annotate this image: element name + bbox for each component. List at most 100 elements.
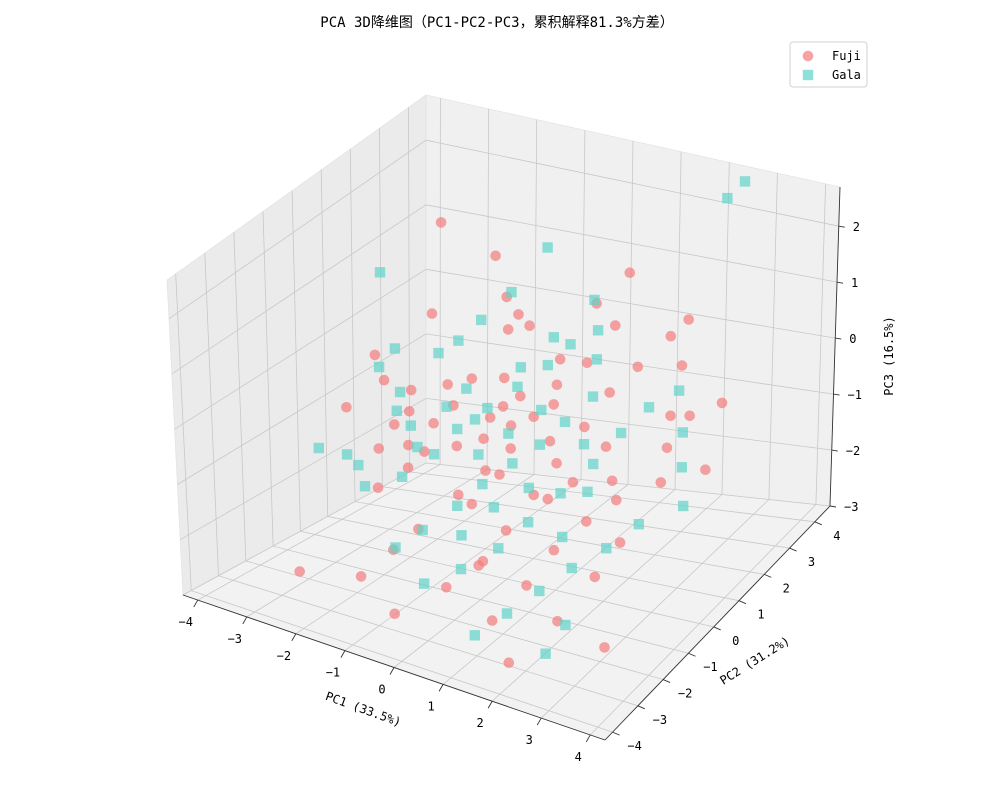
data-point-fuji bbox=[548, 544, 560, 556]
x-tick-label: 3 bbox=[526, 733, 533, 747]
legend: Fuji Gala bbox=[789, 41, 868, 88]
z-tick-label: 0 bbox=[849, 332, 856, 346]
data-point-gala bbox=[452, 423, 463, 435]
y-axis-line bbox=[604, 505, 831, 741]
y-tick bbox=[713, 626, 721, 631]
data-point-fuji bbox=[579, 421, 590, 433]
data-point-fuji bbox=[524, 320, 535, 332]
data-point-gala bbox=[428, 449, 440, 460]
data-point-gala bbox=[469, 630, 480, 641]
legend-marker-fuji bbox=[802, 50, 814, 62]
data-point-fuji bbox=[373, 443, 385, 454]
data-point-fuji bbox=[500, 525, 512, 536]
data-point-fuji bbox=[478, 433, 489, 445]
x-tick-label: 4 bbox=[575, 750, 582, 764]
x-tick bbox=[193, 599, 199, 608]
data-point-gala bbox=[390, 542, 401, 553]
data-point-gala bbox=[391, 405, 402, 416]
data-point-fuji bbox=[497, 401, 509, 412]
data-point-gala bbox=[560, 619, 571, 631]
data-point-gala bbox=[676, 462, 687, 473]
x-tick bbox=[291, 633, 297, 642]
data-point-gala bbox=[542, 359, 553, 371]
data-point-gala bbox=[469, 414, 481, 425]
data-point-gala bbox=[452, 500, 463, 511]
data-point-fuji bbox=[604, 387, 615, 398]
gridline-z bbox=[182, 462, 831, 596]
data-point-gala bbox=[374, 267, 386, 278]
data-point-gala bbox=[673, 385, 685, 396]
data-point-gala bbox=[540, 648, 551, 659]
gridline-z bbox=[174, 268, 836, 430]
data-point-fuji bbox=[505, 420, 517, 431]
x-tick-label: −4 bbox=[178, 615, 192, 629]
data-point-fuji bbox=[551, 458, 562, 469]
data-point-fuji bbox=[544, 435, 556, 447]
data-point-fuji bbox=[369, 349, 381, 361]
data-point-fuji bbox=[551, 379, 563, 391]
data-point-fuji bbox=[632, 361, 644, 373]
data-point-gala bbox=[643, 402, 655, 413]
gridline-z bbox=[171, 204, 838, 375]
data-point-gala bbox=[455, 563, 467, 575]
data-point-gala bbox=[587, 391, 599, 402]
data-point-gala bbox=[313, 442, 324, 454]
data-point-gala bbox=[557, 531, 568, 543]
data-point-gala bbox=[506, 286, 517, 298]
data-point-fuji bbox=[600, 441, 612, 453]
data-point-gala bbox=[588, 458, 599, 470]
data-point-fuji bbox=[606, 475, 618, 487]
y-tick-label: −4 bbox=[627, 739, 641, 753]
data-point-fuji bbox=[389, 608, 401, 620]
data-point-fuji bbox=[542, 493, 554, 505]
data-point-gala bbox=[578, 439, 590, 450]
data-point-fuji bbox=[499, 372, 510, 384]
data-point-gala bbox=[396, 471, 408, 482]
data-point-fuji bbox=[484, 412, 496, 423]
data-point-gala bbox=[476, 314, 487, 326]
data-point-fuji bbox=[567, 477, 579, 488]
data-point-gala bbox=[565, 339, 576, 350]
data-point-fuji bbox=[372, 482, 384, 494]
x-tick-label: −1 bbox=[326, 666, 340, 680]
data-point-fuji bbox=[441, 582, 452, 593]
data-point-fuji bbox=[402, 462, 414, 474]
data-point-gala bbox=[548, 332, 559, 343]
data-point-gala bbox=[542, 242, 553, 253]
y-tick bbox=[789, 547, 797, 552]
axis-panes bbox=[166, 94, 841, 741]
data-point-gala bbox=[456, 530, 467, 541]
data-point-fuji bbox=[513, 309, 524, 320]
data-point-gala bbox=[555, 488, 566, 499]
data-point-gala bbox=[739, 176, 751, 187]
data-point-fuji bbox=[554, 354, 566, 365]
legend-label-gala: Gala bbox=[832, 68, 861, 82]
y-tick bbox=[688, 652, 696, 657]
data-point-gala bbox=[503, 428, 514, 439]
x-tick bbox=[242, 616, 248, 625]
chart-title: PCA 3D降维图（PC1-PC2-PC3，累积解释81.3%方差） bbox=[320, 15, 673, 31]
z-tick bbox=[833, 393, 840, 396]
data-point-fuji bbox=[389, 419, 400, 430]
data-point-gala bbox=[566, 562, 577, 574]
data-point-gala bbox=[615, 427, 627, 439]
data-point-fuji bbox=[683, 314, 694, 325]
data-point-fuji bbox=[552, 616, 563, 627]
data-point-gala bbox=[477, 478, 488, 490]
data-point-fuji bbox=[665, 330, 677, 342]
z-tick-label: −1 bbox=[848, 388, 862, 402]
y-tick-label: 3 bbox=[808, 555, 815, 569]
data-point-gala bbox=[473, 449, 484, 460]
x-tick-label: 1 bbox=[427, 699, 434, 713]
data-point-gala bbox=[515, 362, 526, 373]
gridline-z bbox=[180, 397, 832, 541]
z-axis-line bbox=[829, 186, 841, 507]
data-point-gala bbox=[359, 481, 371, 492]
data-point-gala bbox=[389, 343, 401, 354]
data-point-fuji bbox=[378, 374, 390, 386]
z-axis-title: PC3 (16.5%) bbox=[882, 316, 896, 395]
data-point-fuji bbox=[355, 571, 367, 582]
data-point-fuji bbox=[700, 464, 711, 476]
data-point-fuji bbox=[521, 580, 532, 591]
data-point-gala bbox=[394, 386, 406, 398]
